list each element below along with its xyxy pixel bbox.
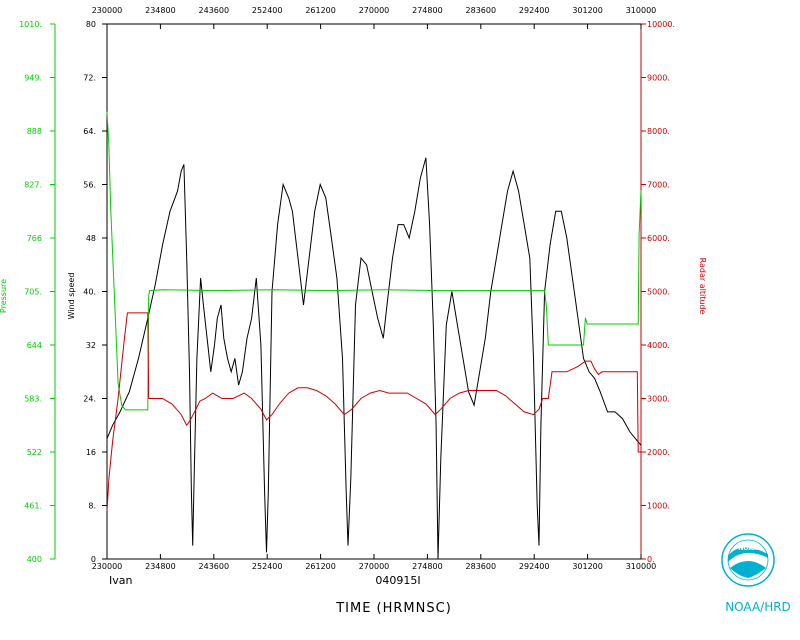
wind-axis-title: Wind speed (67, 273, 76, 320)
noaa-logo-icon: NOAA (721, 533, 775, 587)
pressure-tick-label: 583. (24, 395, 42, 404)
x-tick-label-top: 230000 (92, 6, 123, 15)
pressure-series-line (106, 111, 642, 411)
radar-tick-label: 2000. (647, 448, 670, 457)
radar-tick-label: 7000. (647, 181, 670, 190)
pressure-tick-label: 400 (27, 555, 42, 564)
radar-axis-title: Radar altitude (698, 258, 707, 315)
series-lines (106, 111, 642, 560)
wind-series-line (106, 157, 642, 560)
pressure-tick-label: 827. (24, 181, 42, 190)
wind-tick-label: 72. (83, 74, 96, 83)
wind-tick-label: 0 (91, 555, 96, 564)
wind-tick-label: 56. (83, 181, 96, 190)
x-tick-label-top: 261200 (305, 6, 336, 15)
pressure-tick-label: 705. (24, 288, 42, 297)
x-tick-label-top: 292400 (519, 6, 550, 15)
radar-tick-label: 10000. (647, 20, 675, 29)
tick-labels: 400 461. 522 583. 644 705. 766 827. 888 949. 1010.… (19, 6, 675, 571)
x-axis-title: TIME (HRMNSC) (335, 601, 452, 616)
x-tick-label-top: 283600 (466, 6, 497, 15)
x-tick-label-top: 310000 (626, 6, 657, 15)
x-tick-label-top: 252400 (252, 6, 283, 15)
wind-tick-label: 24. (83, 395, 96, 404)
svg-text:NOAA: NOAA (738, 545, 758, 552)
wind-tick-label: 48 (86, 234, 96, 243)
radar-tick-label: 5000. (647, 288, 670, 297)
radar-series-line (106, 312, 641, 511)
x-tick-label: 274800 (412, 562, 443, 571)
x-tick-label-top: 270000 (359, 6, 390, 15)
pressure-tick-label: 1010. (19, 20, 42, 29)
radar-tick-label: 3000. (647, 395, 670, 404)
pressure-tick-label: 644 (27, 341, 42, 350)
radar-tick-label: 1000. (647, 502, 670, 511)
x-tick-label: 230000 (92, 562, 123, 571)
x-tick-label: 301200 (572, 562, 603, 571)
x-tick-label-top: 301200 (572, 6, 603, 15)
wind-tick-label: 8. (88, 502, 96, 511)
pressure-tick-label: 888 (27, 127, 42, 136)
radar-tick-label: 8000. (647, 127, 670, 136)
wind-tick-label: 80 (86, 20, 96, 29)
wind-tick-label: 64. (83, 127, 96, 136)
pressure-tick-label: 766 (27, 234, 42, 243)
pressure-axis-title: Pressure (0, 279, 8, 313)
wind-tick-label: 32 (86, 341, 96, 350)
pressure-tick-label: 949. (24, 74, 42, 83)
radar-tick-label: 0. (647, 555, 655, 564)
x-tick-label: 261200 (305, 562, 336, 571)
radar-tick-label: 9000. (647, 74, 670, 83)
radar-tick-label: 4000. (647, 341, 670, 350)
tick-marks (50, 23, 646, 560)
x-tick-label: 270000 (359, 562, 390, 571)
x-tick-label: 310000 (626, 562, 657, 571)
storm-name: Ivan (109, 574, 132, 587)
x-tick-label-top: 243600 (199, 6, 230, 15)
pressure-tick-label: 461. (24, 502, 42, 511)
x-tick-label: 243600 (199, 562, 230, 571)
flight-id: 040915I (375, 574, 420, 587)
x-tick-label: 252400 (252, 562, 283, 571)
x-tick-label-top: 234800 (145, 6, 176, 15)
credit-label: NOAA/HRD (725, 600, 791, 614)
wind-tick-label: 16 (86, 448, 96, 457)
x-tick-label: 234800 (145, 562, 176, 571)
radar-tick-label: 6000. (647, 234, 670, 243)
x-tick-label-top: 274800 (412, 6, 443, 15)
x-tick-label: 292400 (519, 562, 550, 571)
wind-tick-label: 40. (83, 288, 96, 297)
x-tick-label: 283600 (466, 562, 497, 571)
pressure-tick-label: 522 (27, 448, 42, 457)
